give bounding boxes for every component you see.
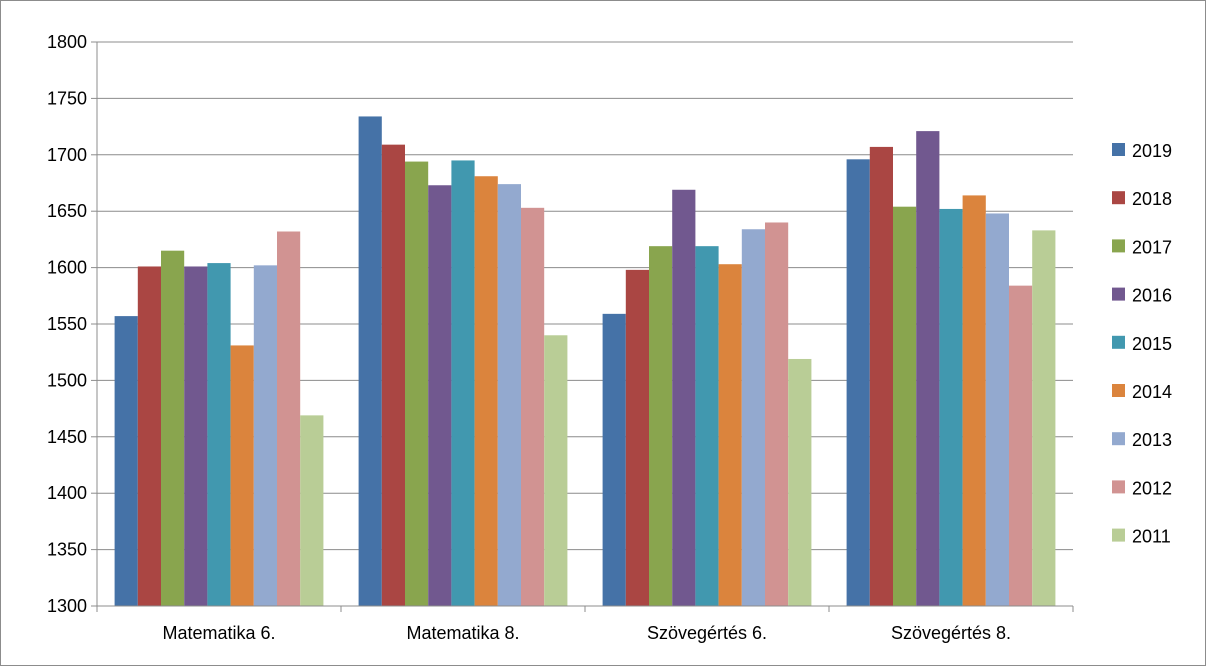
bar-2013 [741, 229, 765, 607]
bar-2016 [916, 131, 940, 606]
bar-2013 [985, 213, 1009, 606]
bars [114, 116, 1056, 607]
bar-2016 [428, 185, 452, 607]
legend-label-2017: 2017 [1132, 237, 1172, 257]
y-tick-labels: 1300 1350 1400 1450 1500 1550 1600 1650 1700 1750… [47, 32, 87, 616]
legend-label-2014: 2014 [1132, 382, 1172, 402]
y-tick-label: 1600 [47, 258, 87, 278]
y-tick-label: 1300 [47, 596, 87, 616]
legend-swatch-2013 [1112, 432, 1125, 446]
y-tick-label: 1750 [47, 88, 87, 108]
x-category-label: Szövegértés 8. [891, 623, 1011, 643]
bar-2012 [277, 231, 301, 606]
legend-label-2018: 2018 [1132, 189, 1172, 209]
y-tick-label: 1550 [47, 314, 87, 334]
legend-swatch-2018 [1112, 191, 1125, 205]
bar-2014 [962, 195, 986, 606]
bar-2011 [1032, 230, 1056, 606]
y-tick-label: 1650 [47, 201, 87, 221]
y-tick-label: 1450 [47, 427, 87, 447]
legend-label-2011: 2011 [1132, 527, 1171, 547]
bar-2012 [765, 222, 789, 607]
axes [91, 41, 1074, 612]
bar-2011 [544, 335, 568, 606]
bar-2019 [602, 313, 626, 606]
legend: 2019 2018 2017 2016 2015 2014 2013 2012 2011 [1112, 141, 1172, 547]
bar-2016 [184, 266, 208, 606]
bar-2018 [625, 269, 649, 606]
bar-2019 [114, 316, 138, 606]
x-category-label: Matematika 6. [162, 623, 275, 643]
legend-swatch-2011 [1112, 528, 1125, 542]
bar-2012 [521, 207, 545, 607]
x-category-label: Szövegértés 6. [647, 623, 767, 643]
bar-2012 [1009, 285, 1033, 606]
bar-2017 [405, 161, 429, 606]
legend-swatch-2014 [1112, 384, 1125, 397]
legend-label-2012: 2012 [1132, 478, 1172, 498]
bar-2013 [253, 265, 277, 606]
legend-swatch-2019 [1112, 143, 1125, 156]
legend-label-2019: 2019 [1132, 141, 1172, 161]
y-tick-label: 1400 [47, 483, 87, 503]
legend-swatch-2015 [1112, 335, 1125, 349]
bar-2014 [718, 264, 742, 606]
y-tick-label: 1700 [47, 145, 87, 165]
legend-swatch-2017 [1112, 239, 1125, 253]
bar-2015 [207, 263, 231, 606]
bar-2017 [893, 206, 917, 607]
legend-swatch-2016 [1112, 287, 1125, 301]
bar-2014 [230, 345, 254, 606]
bar-2018 [137, 266, 161, 606]
legend-label-2013: 2013 [1132, 430, 1172, 450]
bar-2015 [695, 246, 719, 606]
bar-2019 [358, 116, 382, 606]
legend-label-2015: 2015 [1132, 334, 1172, 354]
x-category-labels: Matematika 6. Matematika 8. Szövegértés 6.… [162, 623, 1011, 643]
bar-2014 [474, 176, 498, 606]
bar-2019 [846, 159, 870, 606]
bar-2015 [939, 208, 963, 606]
y-tick-label: 1500 [47, 370, 87, 390]
x-category-label: Matematika 8. [406, 623, 519, 643]
legend-swatch-2012 [1112, 480, 1125, 494]
bar-2011 [788, 358, 812, 606]
bar-2017 [161, 250, 185, 606]
bar-2016 [672, 189, 696, 606]
bar-2018 [381, 144, 405, 606]
bar-2011 [300, 415, 324, 606]
bar-2018 [869, 146, 893, 607]
y-tick-label: 1350 [47, 540, 87, 560]
legend-label-2016: 2016 [1132, 286, 1172, 306]
bar-2013 [497, 184, 521, 607]
y-tick-label: 1800 [47, 32, 87, 52]
bar-2017 [649, 246, 673, 606]
bar-2015 [451, 160, 475, 606]
